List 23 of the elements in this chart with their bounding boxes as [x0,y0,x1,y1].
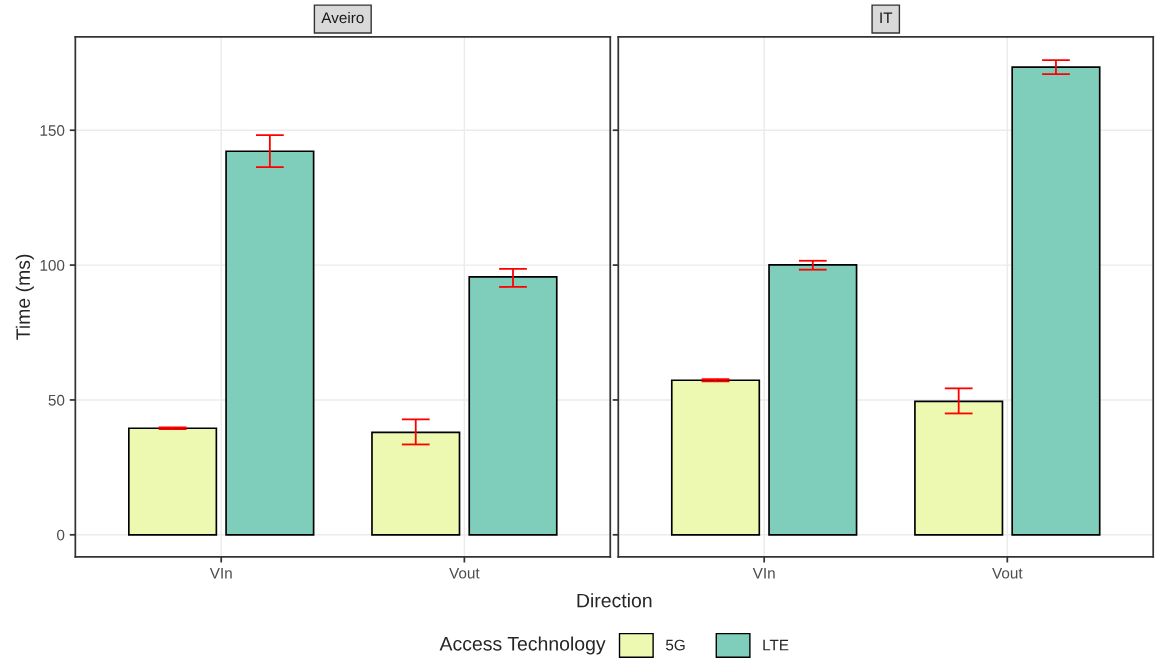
x-tick-label: Vout [992,567,1023,579]
legend-label: 5G [665,639,685,651]
legend-label: LTE [763,639,789,651]
x-tick-label: VIn [209,567,232,579]
bar [1011,66,1101,536]
bar [127,427,218,536]
x-axis-title: Direction [577,593,652,608]
chart-title: Aveiro [321,11,364,24]
y-tick-label: 50 [48,394,65,406]
bar [468,276,558,536]
legend-title: Access Technology [439,636,606,655]
x-tick-label: VIn [752,567,775,579]
bar [225,150,315,536]
bar [371,431,461,536]
y-tick-label: 100 [40,259,65,271]
bar [914,400,1004,536]
bar [670,379,761,536]
y-axis-title: Time (ms) [15,254,34,340]
chart-title: IT [880,12,893,24]
y-tick-label: 0 [57,529,65,541]
y-tick-label: 150 [40,125,65,136]
x-tick-label: Vout [449,567,480,579]
bar [768,263,858,536]
